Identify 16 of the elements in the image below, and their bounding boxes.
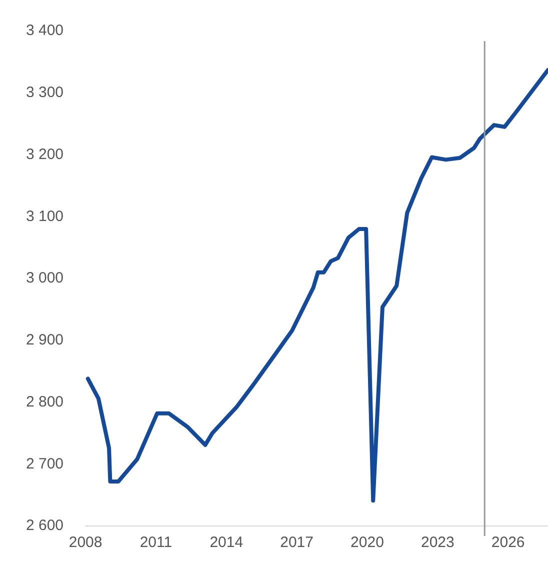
y-tick-label: 3 200 (26, 146, 64, 163)
x-tick-label: 2020 (350, 534, 384, 552)
y-tick-label: 2 700 (26, 455, 64, 472)
x-tick-label: 2011 (140, 534, 172, 552)
y-tick-label: 3 300 (26, 84, 64, 102)
y-tick-label: 3 400 (26, 22, 64, 40)
x-tick-label: 2014 (210, 534, 244, 552)
x-tick-label: 2026 (491, 534, 525, 552)
x-tick-label: 2017 (280, 534, 314, 552)
y-tick-label: 2 600 (26, 517, 64, 534)
y-tick-label: 3 100 (26, 208, 64, 225)
x-tick-label: 2008 (68, 534, 102, 552)
y-tick-label: 3 000 (26, 270, 64, 287)
y-tick-label: 2 900 (26, 332, 64, 349)
y-tick-label: 2 800 (26, 393, 64, 410)
x-tick-label: 2023 (420, 534, 454, 552)
